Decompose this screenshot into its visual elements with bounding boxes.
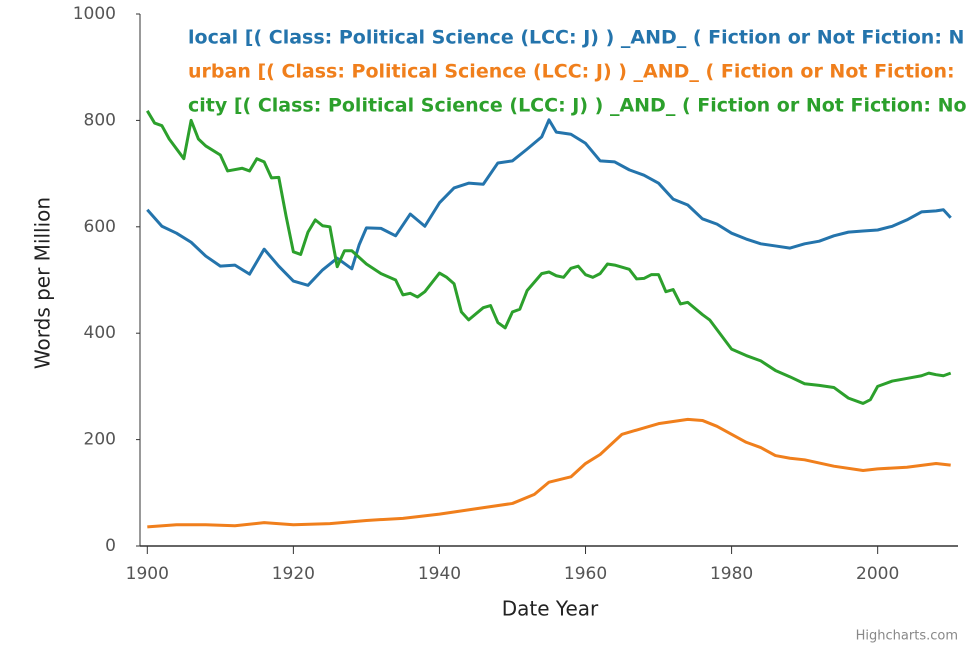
- line-series: [146, 110, 952, 405]
- x-tick-label: 2000: [856, 564, 899, 584]
- x-tick-label: 1900: [126, 564, 169, 584]
- legend-entry: local [( Class: Political Science (LCC: …: [188, 27, 964, 49]
- x-tick-label: 1920: [272, 564, 315, 584]
- legend-entry: city [( Class: Political Science (LCC: J…: [188, 95, 967, 117]
- legend-entry: urban [( Class: Political Science (LCC: …: [188, 61, 955, 83]
- x-tick-label: 1980: [710, 564, 753, 584]
- y-tick-label: 800: [84, 110, 116, 130]
- y-axis-title: Words per Million: [31, 197, 55, 369]
- line-series: [147, 417, 951, 529]
- y-tick-label: 200: [84, 430, 116, 450]
- y-tick-label: 1000: [73, 4, 116, 24]
- y-tick-label: 0: [105, 536, 116, 556]
- x-tick-label: 1960: [564, 564, 607, 584]
- x-tick-label: 1940: [418, 564, 461, 584]
- y-tick-label: 400: [84, 323, 116, 343]
- line-series: [146, 118, 952, 287]
- y-tick-label: 600: [84, 217, 116, 237]
- credit[interactable]: Highcharts.com: [856, 629, 958, 644]
- x-axis-title: Date Year: [502, 597, 599, 621]
